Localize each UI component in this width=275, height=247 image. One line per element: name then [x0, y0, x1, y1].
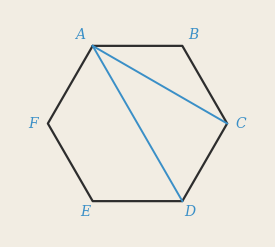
Text: E: E: [81, 205, 90, 219]
Text: A: A: [75, 28, 85, 42]
Text: F: F: [29, 117, 38, 130]
Text: D: D: [184, 205, 195, 219]
Text: B: B: [188, 28, 198, 42]
Text: C: C: [235, 117, 246, 130]
